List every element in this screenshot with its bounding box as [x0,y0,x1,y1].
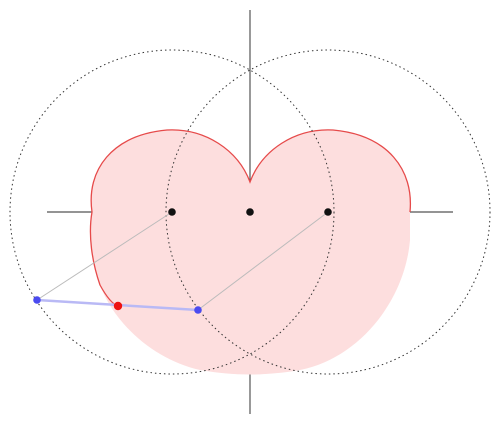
right-dotted-circle [165,49,491,375]
midpoint[interactable] [113,301,123,311]
endpoint-left[interactable] [33,296,41,304]
left-center-point [168,208,176,216]
right-center-point [324,208,332,216]
origin-point [246,208,254,216]
endpoint-right[interactable] [194,306,202,314]
right-radius-line [197,211,329,311]
heart-traced-curve [89,129,412,307]
left-radius-line [36,211,173,301]
left-dotted-circle [9,49,335,375]
heart-locus-fill [90,129,411,375]
